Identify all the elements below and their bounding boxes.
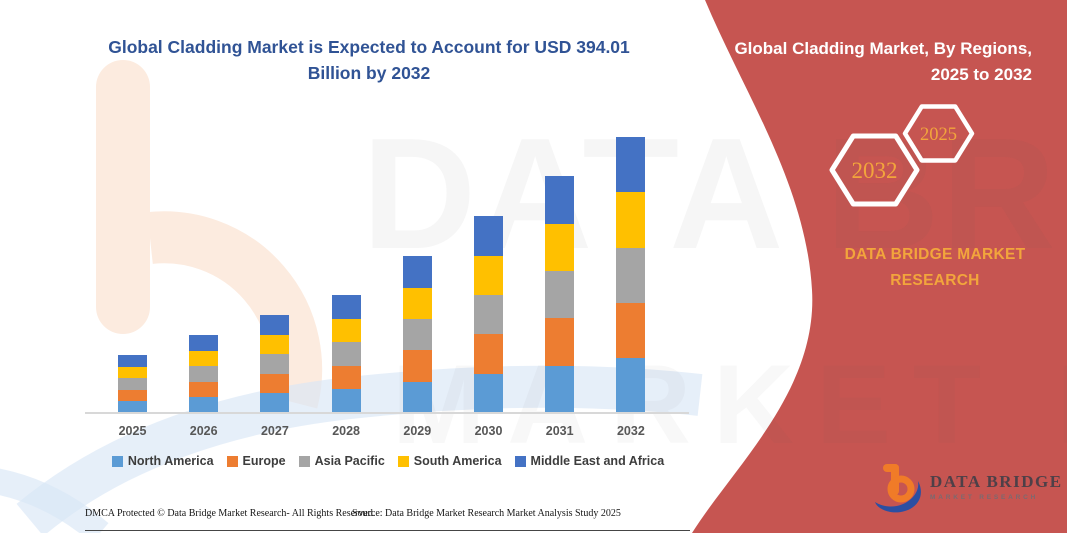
bar-2027	[260, 315, 290, 413]
legend-swatch-icon	[397, 455, 409, 467]
bar-segment-north-america	[545, 365, 575, 413]
legend-label: North America	[127, 454, 214, 468]
bottom-rule	[85, 530, 690, 531]
legend-swatch-icon	[298, 455, 310, 467]
x-axis-label-2030: 2030	[474, 424, 503, 438]
bar-segment-north-america	[402, 381, 432, 413]
legend-label: Middle East and Africa	[530, 454, 665, 468]
bar-2029	[402, 256, 432, 413]
hexagon-2032-label: 2032	[852, 158, 898, 183]
bar-segment-north-america	[474, 373, 503, 413]
bar-segment-europe	[331, 365, 361, 390]
year-hexagons: 2032 2025	[829, 104, 975, 207]
legend-swatch-icon	[514, 455, 526, 467]
bar-segment-south-america	[331, 318, 361, 343]
hexagon-2025-label: 2025	[920, 125, 957, 145]
bar-segment-asia-pacific	[331, 342, 361, 366]
hexagon-2025-icon	[902, 104, 975, 163]
chart-legend: North America Europe Asia Pacific South Ame…	[85, 454, 691, 468]
x-axis-label-2026: 2026	[189, 424, 218, 438]
legend-item-middle-east-and-africa: Middle East and Africa	[514, 454, 665, 468]
legend-item-south-america: South America	[397, 454, 502, 468]
legend-label: South America	[413, 454, 502, 468]
bar-segment-asia-pacific	[545, 270, 575, 319]
bar-segment-europe	[474, 334, 503, 374]
bar-segment-europe	[189, 381, 219, 398]
x-axis-label-2032: 2032	[616, 424, 645, 438]
legend-label: Europe	[242, 454, 286, 468]
bar-segment-asia-pacific	[474, 295, 503, 335]
legend-item-north-america: North America	[111, 454, 214, 468]
footer-dmca: DMCA Protected © Data Bridge Market Rese…	[85, 508, 376, 519]
bar-segment-middle-east-and-africa	[474, 216, 503, 256]
data-bridge-logo-icon	[875, 464, 921, 513]
bar-segment-middle-east-and-africa	[189, 334, 219, 351]
bar-segment-asia-pacific	[616, 247, 646, 303]
x-axis-label-2027: 2027	[260, 424, 289, 438]
x-axis-label-2028: 2028	[332, 424, 360, 438]
hexagon-2032-icon	[829, 133, 920, 207]
bar-segment-asia-pacific	[118, 378, 147, 390]
x-axis-labels: 2025 2026 2027 2028 2029 2030 2031 2032	[85, 424, 689, 440]
bar-segment-south-america	[474, 255, 503, 296]
bar-segment-south-america	[189, 350, 219, 367]
bar-segment-europe	[616, 302, 646, 358]
bar-segment-middle-east-and-africa	[402, 256, 432, 288]
panel-heading: Global Cladding Market, By Regions, 2025…	[734, 39, 1032, 85]
legend-item-asia-pacific: Asia Pacific	[298, 454, 385, 468]
bar-2031	[545, 176, 575, 413]
legend-swatch-icon	[226, 455, 238, 467]
bar-segment-north-america	[260, 393, 290, 413]
bar-segment-south-america	[260, 334, 290, 355]
bar-segment-europe	[118, 389, 147, 402]
bar-segment-south-america	[402, 287, 432, 319]
legend-swatch-icon	[111, 455, 123, 467]
footer-source: Source: Data Bridge Market Research Mark…	[352, 508, 621, 519]
bar-segment-middle-east-and-africa	[545, 176, 575, 224]
bar-segment-middle-east-and-africa	[260, 315, 290, 335]
bar-segment-europe	[260, 373, 290, 394]
x-axis-label-2025: 2025	[118, 424, 147, 438]
bar-segment-north-america	[118, 401, 147, 413]
bar-segment-middle-east-and-africa	[118, 354, 147, 367]
bar-2030	[474, 216, 503, 413]
bar-2025	[118, 354, 147, 413]
bar-segment-south-america	[545, 223, 575, 271]
bar-2026	[189, 334, 219, 413]
bar-segment-europe	[545, 318, 575, 366]
data-bridge-logo: DATA BRIDGE MARKET RESEARCH	[874, 461, 1063, 513]
x-axis-label-2029: 2029	[403, 424, 432, 438]
bar-segment-asia-pacific	[260, 354, 290, 374]
bar-segment-north-america	[616, 357, 646, 413]
bar-segment-north-america	[331, 389, 361, 413]
x-axis-line	[85, 412, 689, 414]
logo-name: DATA BRIDGE	[930, 471, 1063, 491]
bar-segment-south-america	[118, 366, 147, 379]
bar-segment-middle-east-and-africa	[616, 137, 646, 193]
bar-2032	[616, 137, 646, 413]
legend-item-europe: Europe	[226, 454, 286, 468]
brand-text: DATA BRIDGE MARKET RESEARCH	[844, 246, 1026, 289]
stacked-bar-chart	[85, 136, 689, 413]
bar-segment-north-america	[189, 397, 219, 413]
bar-segment-middle-east-and-africa	[331, 295, 361, 319]
bar-segment-asia-pacific	[402, 318, 432, 351]
bar-2028	[331, 295, 361, 413]
legend-label: Asia Pacific	[314, 454, 385, 468]
logo-tagline: MARKET RESEARCH	[930, 494, 1039, 502]
x-axis-label-2031: 2031	[545, 424, 574, 438]
bar-segment-south-america	[616, 192, 646, 248]
bar-segment-europe	[402, 350, 432, 382]
bar-segment-asia-pacific	[189, 366, 219, 382]
chart-title: Global Cladding Market is Expected to Ac…	[108, 37, 630, 84]
